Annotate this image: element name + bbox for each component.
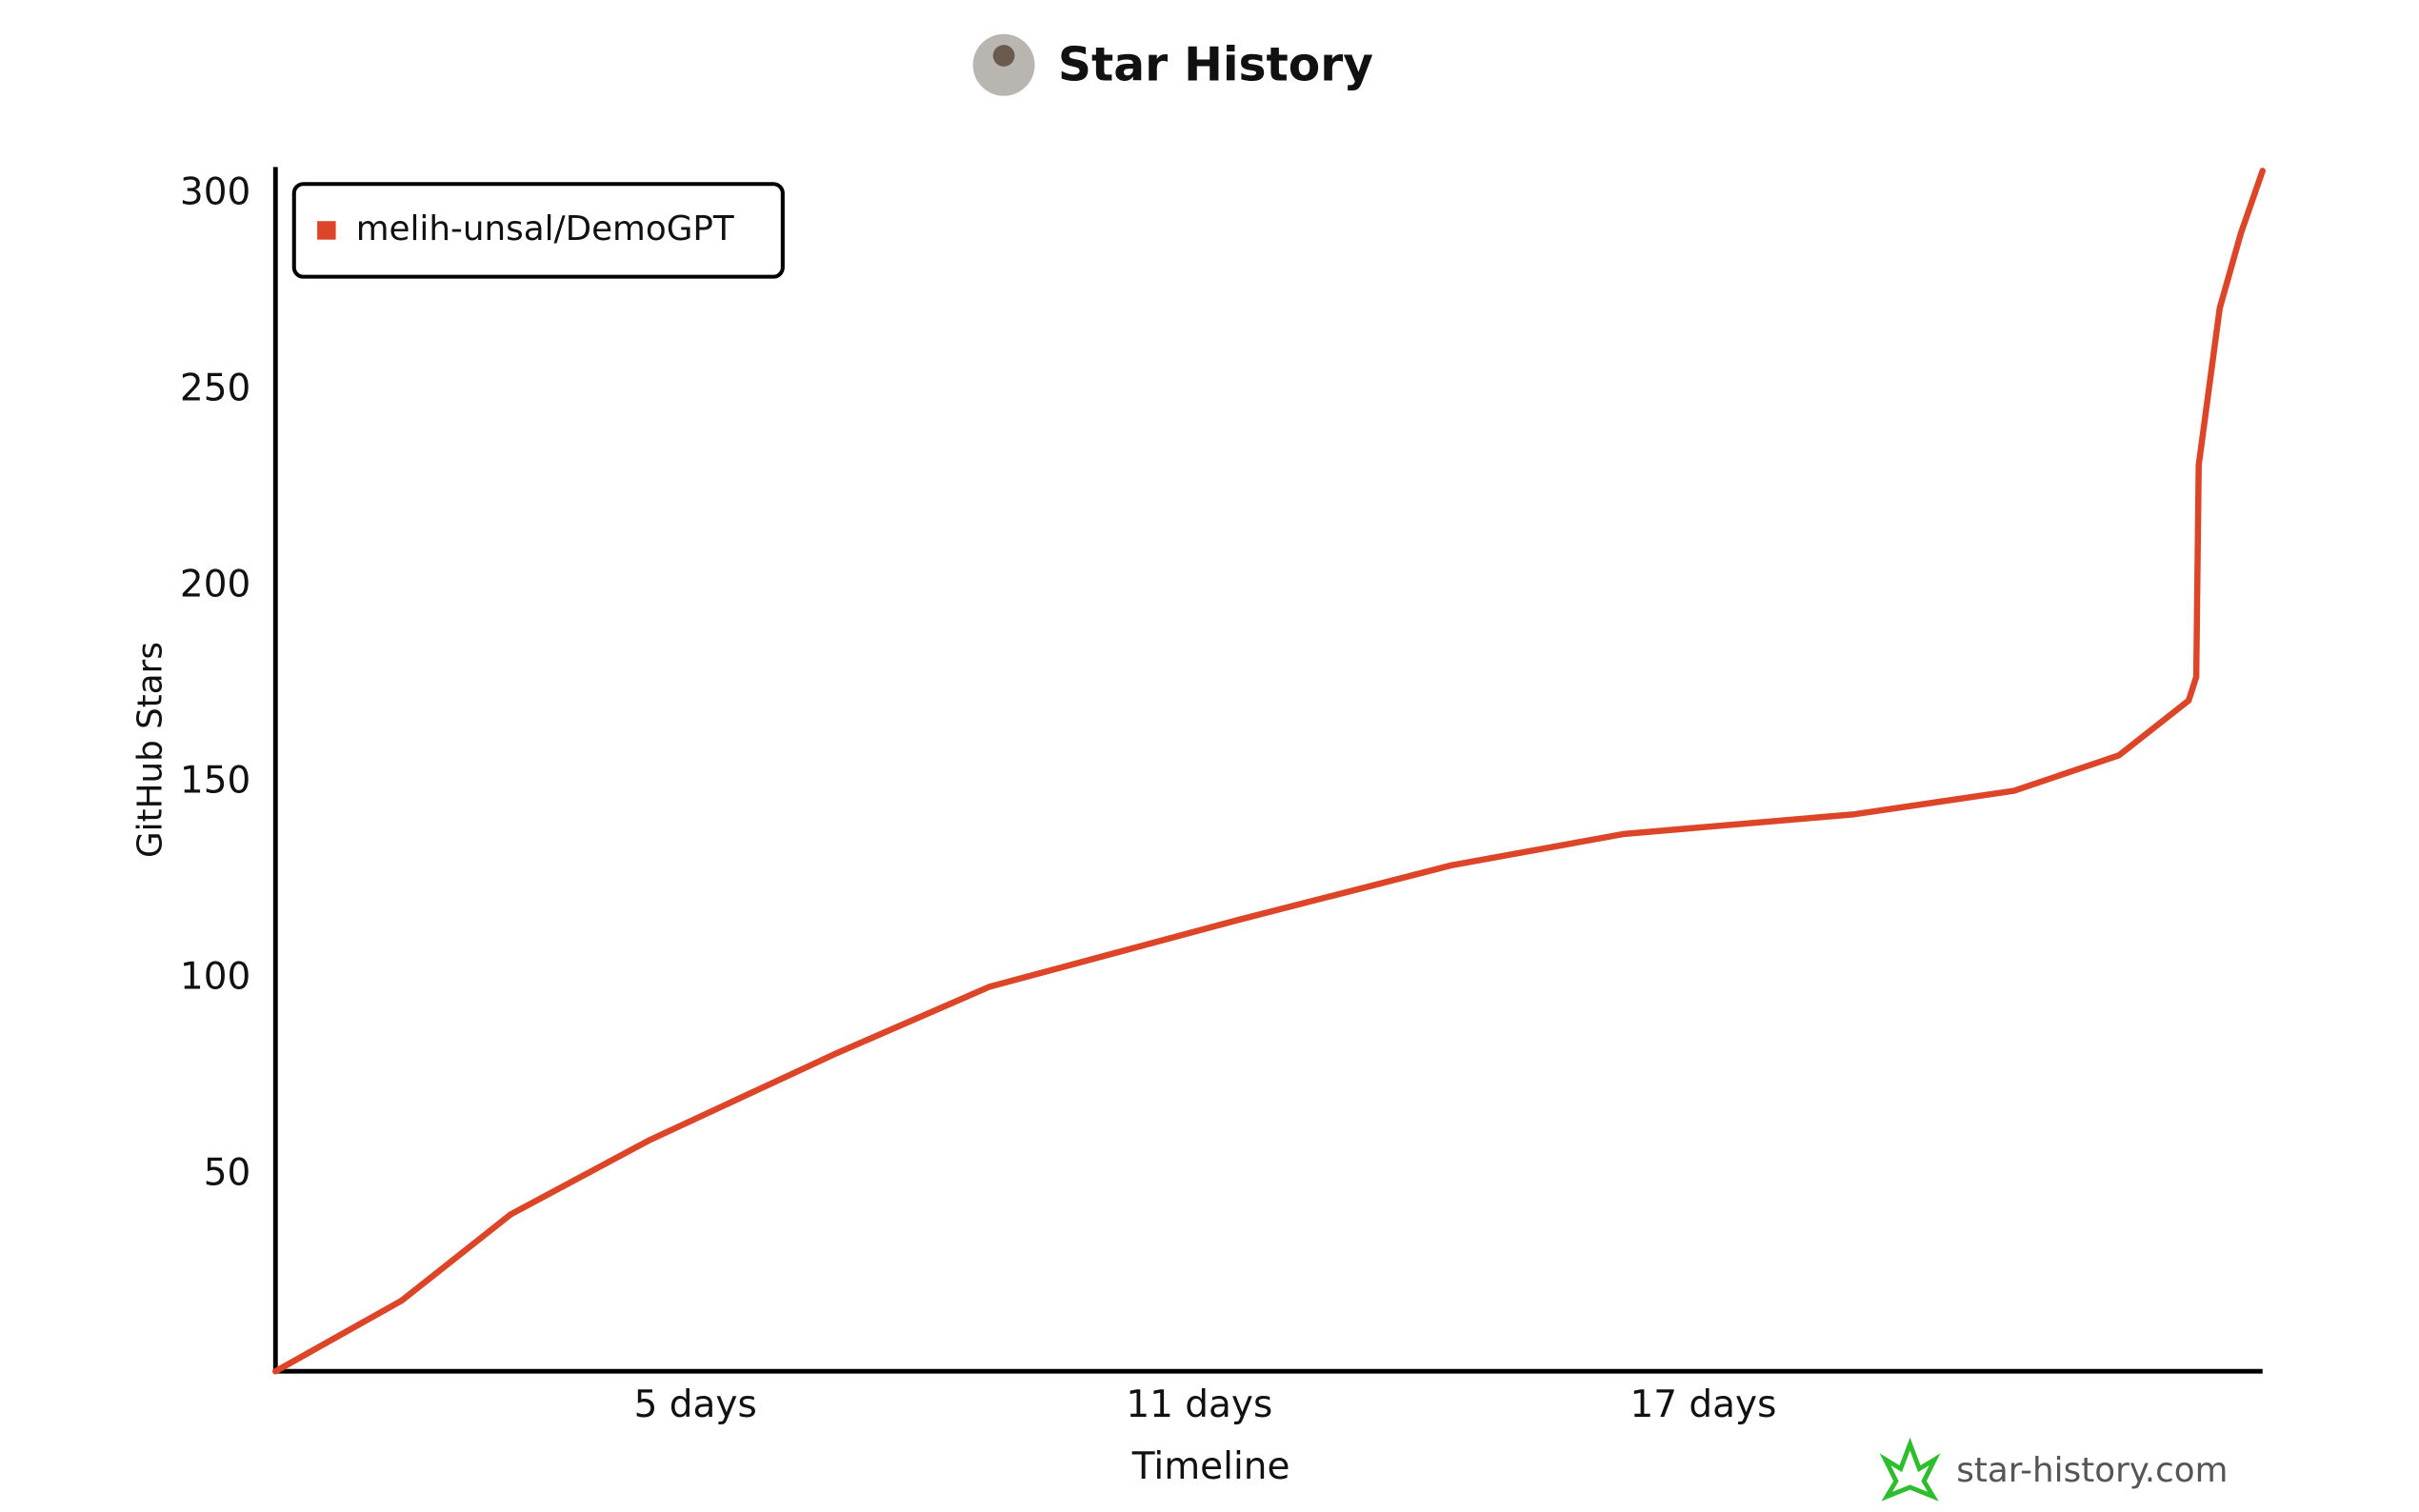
- y-tick-label: 300: [180, 171, 250, 214]
- y-tick-label: 200: [180, 564, 250, 607]
- legend-box: [291, 182, 785, 279]
- chart-title: Star History: [1058, 38, 1373, 91]
- series-line: [272, 168, 2267, 1375]
- watermark: star-history.com: [1956, 1451, 2228, 1490]
- plot: 50 100 150 200 250 300 5 days 11 days 17 days mel…: [180, 167, 2267, 1426]
- y-tick-label: 100: [180, 956, 250, 999]
- x-tick-label: 17 days: [1629, 1383, 1776, 1426]
- y-tick-label: 50: [204, 1152, 251, 1195]
- x-tick-label: 11 days: [1126, 1383, 1272, 1426]
- legend-swatch: [317, 221, 336, 240]
- x-axis-label: Timeline: [1131, 1445, 1290, 1488]
- watermark-icon: [1879, 1437, 1941, 1502]
- y-tick-label: 150: [180, 760, 250, 803]
- x-tick-label: 5 days: [634, 1383, 757, 1426]
- y-axis-label: GitHub Stars: [130, 642, 170, 858]
- avatar-head: [992, 45, 1015, 67]
- y-tick-label: 250: [180, 368, 250, 410]
- legend-label: melih-unsal/DemoGPT: [356, 209, 734, 249]
